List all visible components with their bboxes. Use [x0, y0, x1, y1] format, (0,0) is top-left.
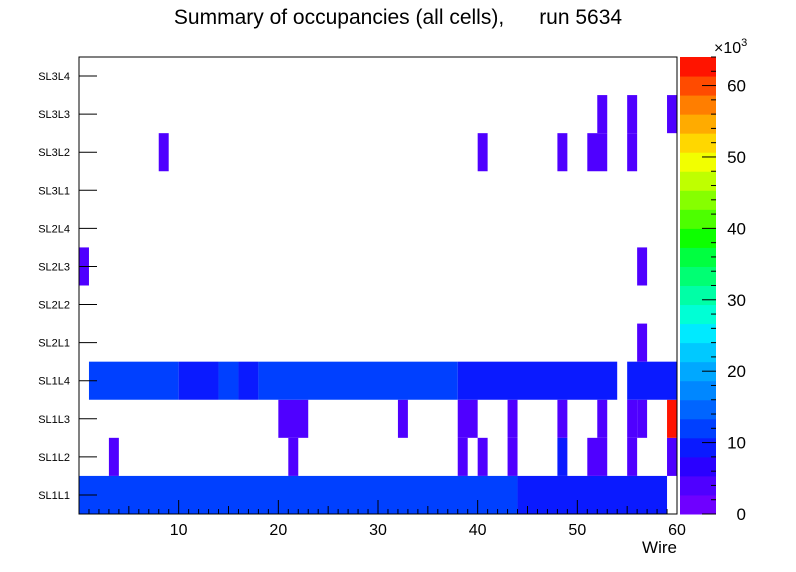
- x-tick-label: 30: [369, 522, 387, 539]
- palette-swatch: [680, 76, 716, 96]
- y-tick-label: SL3L4: [38, 71, 70, 83]
- z-multiplier-base: ×10: [714, 40, 741, 57]
- heatmap-cell: [178, 361, 219, 400]
- heatmap-cell: [477, 437, 488, 476]
- palette-swatch: [680, 228, 716, 248]
- x-axis: 10 20 30 40 50 60: [88, 500, 686, 539]
- heatmap-cell: [278, 399, 309, 438]
- palette-swatch: [680, 361, 716, 382]
- y-tick-label: SL3L1: [38, 185, 70, 197]
- palette-swatch: [680, 152, 716, 172]
- z-tick-label: 10: [727, 434, 746, 453]
- y-tick-label: SL1L1: [38, 490, 70, 502]
- y-axis: SL1L1 SL1L2 SL1L3 SL1L4 SL2L1 SL2L2 SL2L3 SL2L4…: [38, 71, 97, 502]
- heatmap-cell: [258, 361, 458, 400]
- heatmap-cells: [79, 95, 677, 514]
- palette-swatch: [680, 171, 716, 191]
- heatmap-cell: [597, 399, 608, 438]
- palette-swatch: [680, 57, 716, 77]
- palette-swatch: [680, 209, 716, 229]
- palette-swatch: [680, 475, 716, 496]
- y-tick-label: SL1L3: [38, 414, 70, 426]
- y-tick-label: SL2L1: [38, 338, 70, 350]
- heatmap-cell: [507, 437, 518, 476]
- heatmap-cell: [507, 399, 518, 438]
- heatmap-cell: [627, 437, 638, 476]
- z-axis: 0 10 20 30 40 50 60: [702, 56, 746, 524]
- heatmap-cell: [158, 133, 169, 172]
- heatmap-cell: [667, 399, 677, 438]
- x-tick-label: 50: [568, 522, 586, 539]
- run-label: run 5634: [539, 6, 623, 29]
- heatmap-cell: [557, 437, 568, 476]
- palette-swatch: [680, 380, 716, 401]
- heatmap-cell: [627, 361, 677, 400]
- y-tick-label: SL1L4: [38, 376, 70, 388]
- z-multiplier: ×103: [714, 37, 747, 57]
- heatmap-cell: [517, 475, 668, 514]
- heatmap-cell: [627, 133, 638, 172]
- heatmap-cell: [557, 399, 568, 438]
- y-tick-label: SL3L2: [38, 147, 70, 159]
- palette-swatch: [680, 456, 716, 477]
- palette-swatch: [680, 266, 716, 286]
- palette-swatch: [680, 247, 716, 267]
- z-tick-label: 60: [727, 77, 746, 96]
- palette-swatch: [680, 304, 716, 325]
- heatmap-cell: [238, 361, 259, 400]
- z-tick-label: 50: [727, 148, 746, 167]
- y-tick-label: SL2L4: [38, 223, 70, 235]
- title-text: Summary of occupancies (all cells),: [173, 6, 505, 29]
- heatmap-cell: [557, 133, 568, 172]
- heatmap-cell: [667, 95, 677, 134]
- palette-swatch: [680, 323, 716, 344]
- palette-swatch: [680, 114, 716, 134]
- x-tick-label: 60: [668, 522, 686, 539]
- heatmap-cell: [477, 133, 488, 172]
- heatmap-cell: [79, 475, 518, 514]
- heatmap-cell: [108, 437, 119, 476]
- heatmap-cell: [637, 247, 648, 286]
- z-tick-label: 30: [727, 291, 746, 310]
- heatmap-cell: [597, 95, 608, 134]
- heatmap-cell: [637, 399, 648, 438]
- heatmap-cell: [667, 437, 677, 476]
- z-tick-label: 40: [727, 219, 746, 238]
- heatmap-cell: [218, 361, 239, 400]
- heatmap-cell: [627, 399, 638, 438]
- y-tick-label: SL2L2: [38, 300, 70, 312]
- palette-swatch: [680, 133, 716, 153]
- palette-swatch: [680, 437, 716, 458]
- heatmap-cell: [397, 399, 408, 438]
- z-multiplier-exponent: 3: [741, 37, 747, 49]
- y-tick-label: SL1L2: [38, 452, 70, 464]
- heatmap-cell: [457, 361, 618, 400]
- x-tick-label: 20: [269, 522, 287, 539]
- heatmap-cell: [457, 437, 468, 476]
- y-tick-label: SL3L3: [38, 109, 70, 121]
- palette-swatch: [680, 190, 716, 210]
- palette-swatch: [680, 494, 716, 515]
- palette-swatch: [680, 399, 716, 420]
- chart-title: Summary of occupancies (all cells), run …: [0, 6, 796, 30]
- heatmap-cell: [627, 95, 638, 134]
- palette-swatch: [680, 342, 716, 363]
- y-tick-label: SL2L3: [38, 261, 70, 273]
- palette-swatch: [680, 418, 716, 439]
- heatmap-cell: [587, 437, 608, 476]
- heatmap-cell: [457, 399, 478, 438]
- heatmap-cell: [637, 323, 648, 362]
- palette-swatch: [680, 95, 716, 115]
- heatmap-cell: [587, 133, 608, 172]
- z-tick-label: 20: [727, 362, 746, 381]
- palette-swatch: [680, 285, 716, 306]
- heatmap-cell: [288, 437, 299, 476]
- x-axis-label: Wire: [642, 538, 677, 557]
- x-tick-label: 40: [469, 522, 487, 539]
- x-tick-label: 10: [170, 522, 188, 539]
- color-palette: [680, 57, 716, 515]
- z-tick-label: 0: [737, 505, 746, 524]
- heatmap-cell: [88, 361, 179, 400]
